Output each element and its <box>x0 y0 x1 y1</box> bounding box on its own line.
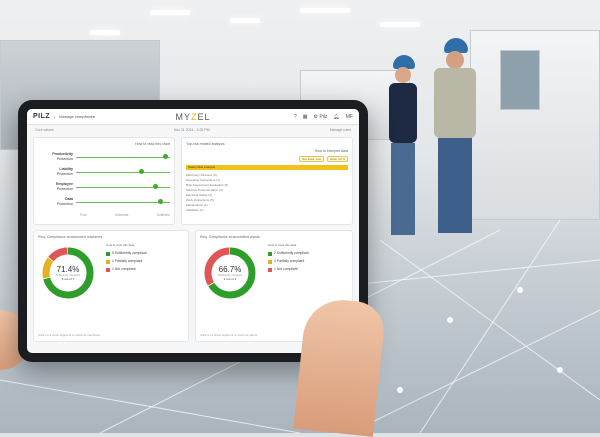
core-value-row[interactable]: Productivity Protection <box>38 152 170 162</box>
legend-item[interactable]: 1 Not compliant <box>106 267 147 272</box>
donut-segment[interactable] <box>204 247 256 299</box>
risk-list-item[interactable]: Electrical Safety (2) <box>186 193 213 197</box>
risk-title: Top-risk related analysis <box>186 142 225 146</box>
donut-caption: Sufficiently compliant <box>217 273 243 277</box>
highlighted-item[interactable]: Safety Risk Analysis <box>186 165 348 170</box>
app-header: PILZ | Manage compliance MYZEL ? ▦ ⚙ Pil… <box>27 109 359 125</box>
core-value-label: Data <box>65 197 73 202</box>
legend-item[interactable]: 1 Not compliant <box>268 267 309 272</box>
risk-list-item[interactable]: Operating Instructions (4) <box>186 178 220 182</box>
help-link[interactable]: How to interpret data <box>314 149 348 153</box>
filter-chip[interactable]: Sev.Area: Low <box>299 156 325 162</box>
legend-swatch <box>268 267 272 272</box>
legend-label: 5 Sufficiently compliant <box>112 251 147 255</box>
core-values-label: Core values <box>35 128 54 132</box>
legend-item[interactable]: 5 Sufficiently compliant <box>106 251 147 256</box>
tablet: PILZ | Manage compliance MYZEL ? ▦ ⚙ Pil… <box>18 100 368 362</box>
donut-footer: Click on a circle segment to show its pl… <box>200 333 258 337</box>
worker-woman <box>385 55 425 240</box>
core-value-sublabel: Protection <box>56 172 73 176</box>
axis-label: Moderate <box>115 213 129 217</box>
legend-label: 2 Sufficiently compliant <box>274 251 309 255</box>
donut-footer: Click on a circle segment to show its ma… <box>38 333 101 337</box>
legend-item[interactable]: 2 Sufficiently compliant <box>268 251 309 256</box>
risk-list-item[interactable]: Machinery Directive (6) <box>186 173 217 177</box>
donut-count: 5 out of 7 <box>61 277 75 282</box>
gear-icon[interactable]: ⚙ Pilz <box>313 113 328 120</box>
legend-swatch <box>106 251 110 256</box>
donut-segment[interactable] <box>42 247 94 299</box>
help-icon[interactable]: ? <box>293 113 297 120</box>
risk-analysis-card: Top-risk related analysis How to interpr… <box>181 137 353 225</box>
axis-label: Poor <box>80 213 87 217</box>
legend-label: 1 Not compliant <box>112 267 136 271</box>
core-value-label: Liability <box>59 167 73 172</box>
help-link[interactable]: How to view this data <box>106 243 135 247</box>
donut-title: Req. Compliance at assessed machines <box>38 235 103 239</box>
user-avatar[interactable]: MF <box>345 113 353 120</box>
legend-label: 1 Not compliant <box>274 267 298 271</box>
risk-list-item[interactable]: Risk Assessment Evaluation (5) <box>186 183 229 187</box>
level-marker[interactable] <box>153 184 159 189</box>
risk-list-item[interactable]: Validation (1) <box>186 208 204 212</box>
legend-swatch <box>106 267 110 272</box>
header-divider: | <box>54 114 56 119</box>
level-marker[interactable] <box>162 154 168 159</box>
core-value-sublabel: Protection <box>56 187 73 191</box>
core-values-card: How to read this chart Productivity Prote… <box>33 137 175 225</box>
help-link[interactable]: How to view this data <box>268 243 297 247</box>
donut-count: 2 out of 3 <box>223 277 237 282</box>
worker-man <box>430 38 480 238</box>
donut-card-machines: Req. Compliance at assessed machines 71.… <box>33 230 189 342</box>
date-label: Nov 11 2024 - 3:25 PM <box>173 128 210 132</box>
bell-icon[interactable]: 🔔︎ <box>333 113 340 120</box>
donut-percent: 66.7% <box>218 264 242 274</box>
legend-swatch <box>268 259 272 264</box>
core-value-row[interactable]: Liability Protection <box>38 167 170 177</box>
donut-title: Req. Compliance at accredited plants <box>200 235 260 239</box>
core-value-sublabel: Protection <box>56 202 73 206</box>
brand-logo: PILZ <box>33 113 51 120</box>
core-value-label: Employee <box>56 182 73 187</box>
filter-chip[interactable]: Rcat: 10 % <box>327 156 348 162</box>
manage-rules-button[interactable]: Manage rules <box>329 128 351 132</box>
risk-list-item[interactable]: Work Instructions (5) <box>186 198 214 202</box>
myzel-logo: MYZEL <box>175 112 211 122</box>
core-value-label: Productivity <box>52 152 73 157</box>
risk-list-item[interactable]: Machine Documentation (3) <box>186 188 223 192</box>
donut-chart <box>42 247 94 299</box>
level-marker[interactable] <box>139 169 145 174</box>
level-track <box>76 184 170 189</box>
axis-label: Sufficient <box>156 213 170 217</box>
help-link[interactable]: How to read this chart <box>135 142 170 146</box>
grid-icon[interactable]: ▦ <box>302 113 308 120</box>
section-title[interactable]: Manage compliance <box>59 114 96 119</box>
dashboard-screen: PILZ | Manage compliance MYZEL ? ▦ ⚙ Pil… <box>27 109 359 353</box>
donut-percent: 71.4% <box>56 264 80 274</box>
level-track <box>76 169 170 174</box>
legend-swatch <box>268 251 272 256</box>
legend-swatch <box>106 259 110 264</box>
level-track <box>76 154 170 159</box>
core-value-sublabel: Protection <box>56 157 73 161</box>
core-value-row[interactable]: Employee Protection <box>38 182 170 192</box>
legend-item[interactable]: 0 Partially compliant <box>268 259 309 264</box>
donut-caption: Sufficiently compliant <box>55 273 81 277</box>
legend-label: 0 Partially compliant <box>274 259 305 263</box>
legend-item[interactable]: 1 Partially compliant <box>106 259 147 264</box>
level-track <box>76 199 170 204</box>
core-value-row[interactable]: Data Protection <box>38 197 170 207</box>
legend-label: 1 Partially compliant <box>112 259 143 263</box>
level-marker[interactable] <box>158 199 164 204</box>
donut-chart <box>204 247 256 299</box>
donut-segment[interactable] <box>42 247 94 299</box>
risk-list-item[interactable]: Maintenance (1) <box>186 203 208 207</box>
